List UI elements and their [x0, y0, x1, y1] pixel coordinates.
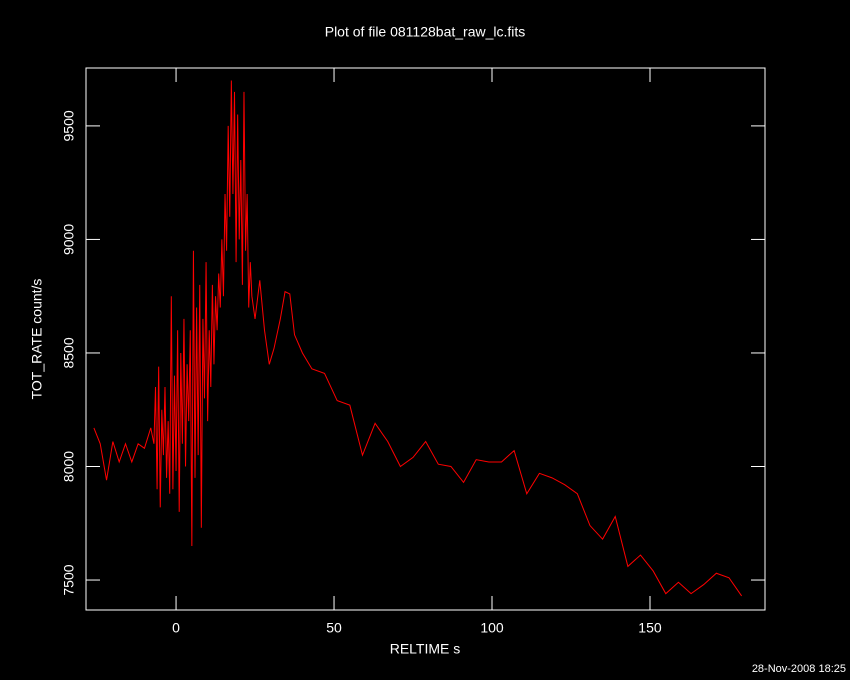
y-tick-label: 9000	[61, 224, 77, 255]
y-tick-label: 8500	[61, 337, 77, 368]
y-tick-label: 8000	[61, 451, 77, 482]
x-tick-label: 0	[172, 620, 180, 636]
chart-title: Plot of file 081128bat_raw_lc.fits	[325, 24, 526, 40]
x-tick-label: 50	[326, 620, 342, 636]
y-tick-label: 7500	[61, 564, 77, 595]
x-tick-label: 150	[638, 620, 662, 636]
timestamp: 28-Nov-2008 18:25	[752, 663, 846, 675]
x-axis-label: RELTIME s	[390, 641, 461, 657]
y-axis-label: TOT_RATE count/s	[29, 279, 45, 400]
plot-frame	[85, 67, 766, 611]
y-tick-label: 9500	[61, 110, 77, 141]
x-tick-label: 100	[480, 620, 504, 636]
light-curve	[93, 80, 743, 597]
